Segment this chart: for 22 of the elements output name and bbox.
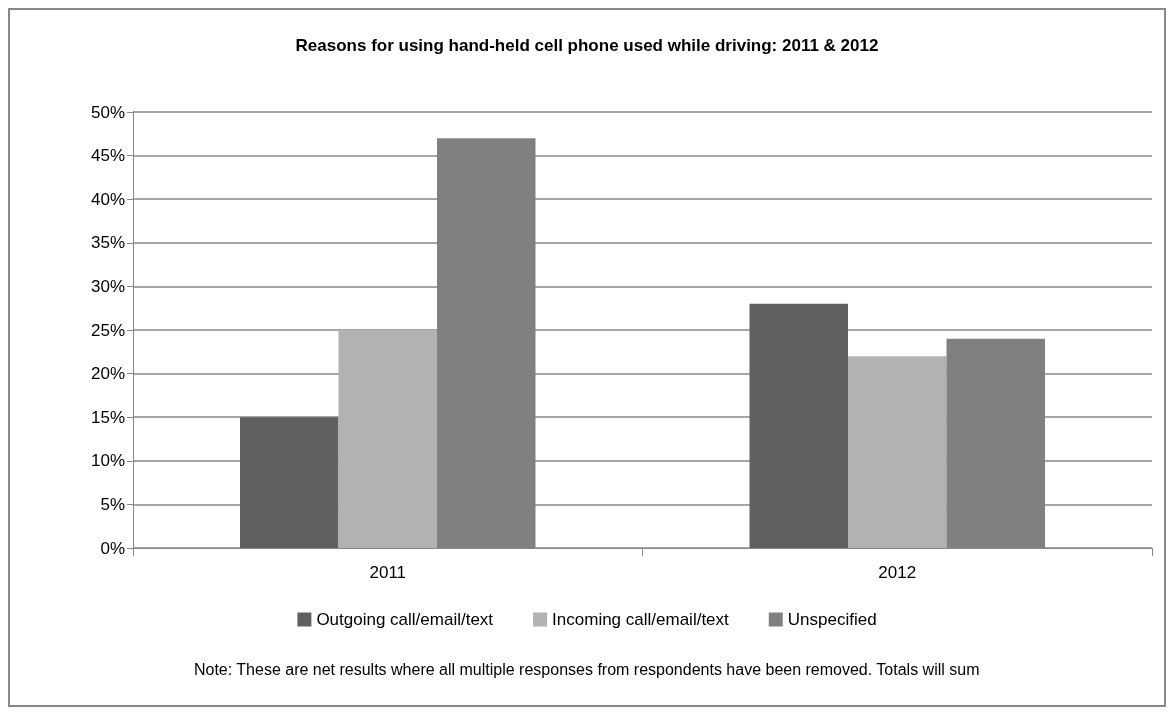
bar bbox=[338, 330, 437, 548]
y-tick-label: 15% bbox=[90, 407, 125, 427]
legend-label: Unspecified bbox=[787, 610, 877, 629]
y-tick-label: 30% bbox=[90, 276, 125, 296]
chart-title: Reasons for using hand-held cell phone used while driving: 2011 & 2012 bbox=[295, 36, 879, 55]
y-tick-label: 45% bbox=[90, 146, 125, 166]
y-tick-label: 0% bbox=[100, 538, 125, 558]
y-tick-label: 40% bbox=[90, 189, 125, 209]
y-tick-label: 50% bbox=[90, 102, 125, 122]
text: Note: These are net results where all multiple responses from respondents have been removed. Totals will sum bbox=[193, 660, 980, 678]
y-tick-label: 35% bbox=[90, 233, 125, 253]
legend-label: Outgoing call/email/text bbox=[316, 610, 494, 629]
y-tick-label: 25% bbox=[90, 320, 125, 340]
bar bbox=[749, 303, 848, 548]
y-tick-label: 20% bbox=[90, 364, 125, 384]
legend-label: Incoming call/email/text bbox=[552, 610, 730, 629]
x-tick-label: 2012 bbox=[878, 563, 917, 582]
bar bbox=[848, 356, 947, 548]
y-tick-label: 5% bbox=[100, 494, 125, 514]
bar bbox=[239, 417, 339, 548]
x-tick-label: 2011 bbox=[369, 563, 407, 582]
y-tick-label: 10% bbox=[90, 451, 125, 471]
